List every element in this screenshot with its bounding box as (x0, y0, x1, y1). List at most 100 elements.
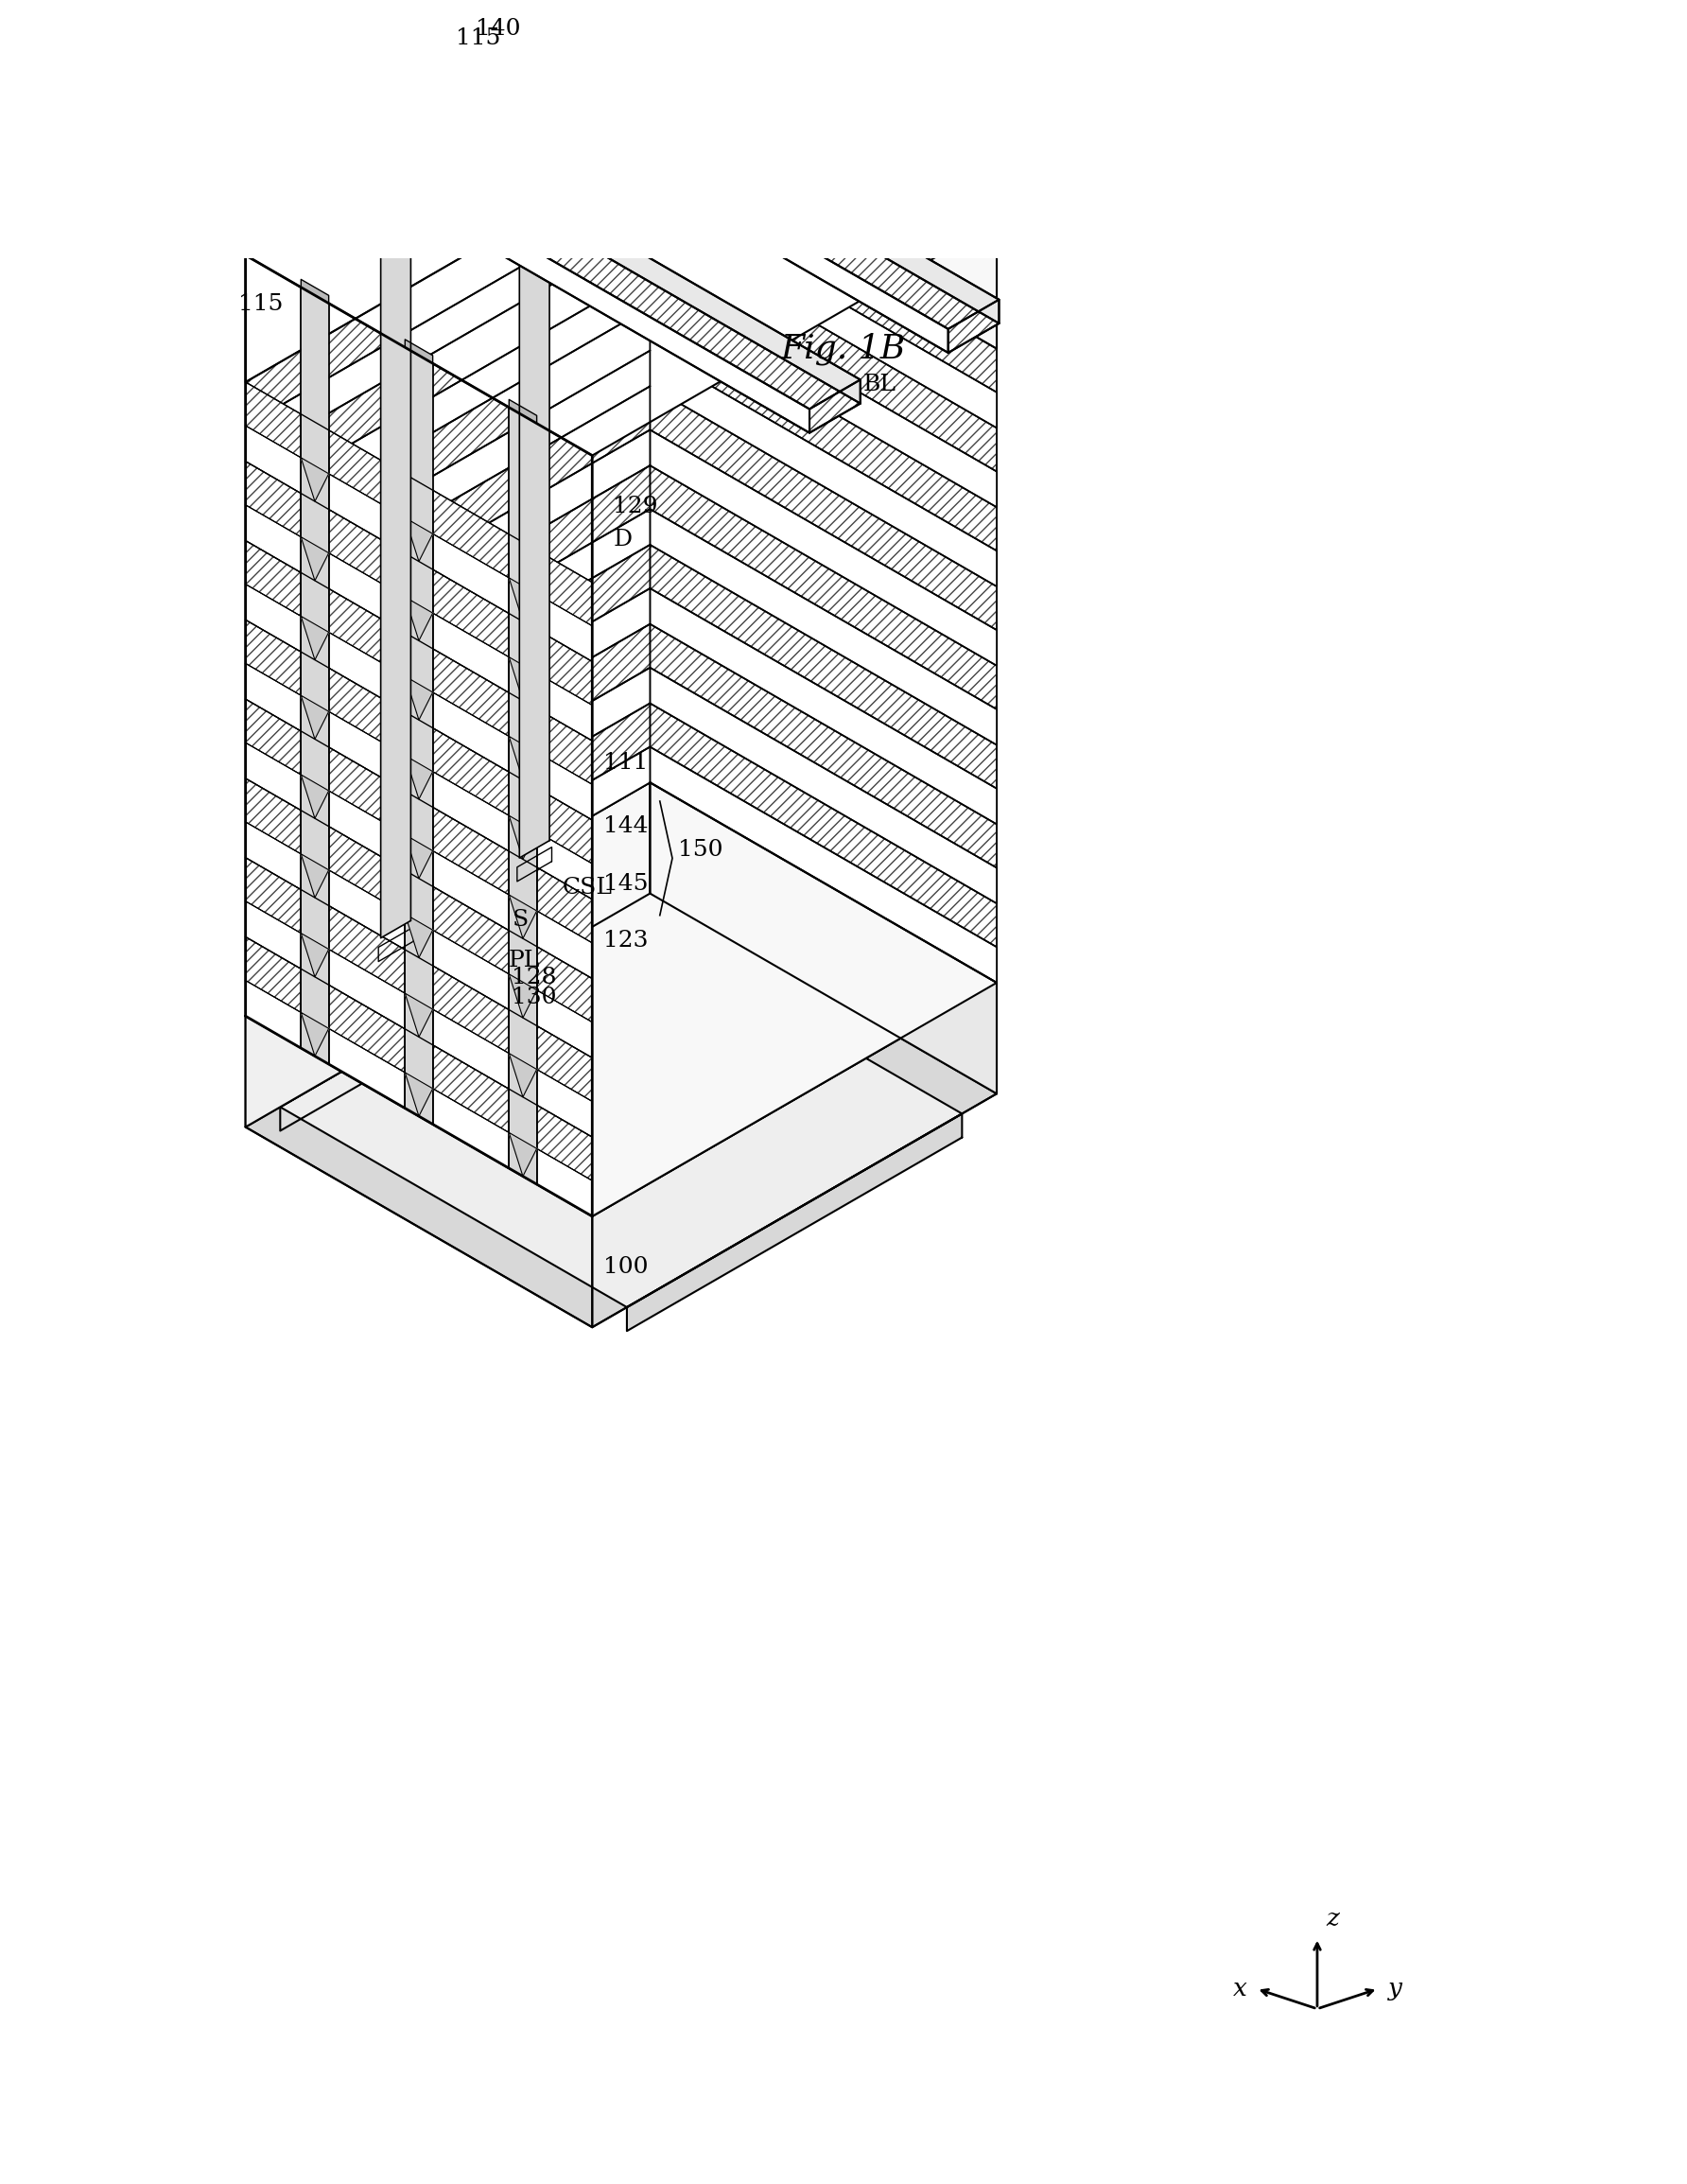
Polygon shape (246, 821, 592, 1057)
Polygon shape (536, 751, 592, 819)
Polygon shape (509, 736, 536, 780)
Polygon shape (329, 985, 405, 1072)
Polygon shape (300, 695, 329, 738)
Polygon shape (246, 664, 592, 900)
Polygon shape (246, 902, 300, 970)
Polygon shape (246, 505, 300, 572)
Polygon shape (329, 1029, 405, 1107)
Polygon shape (509, 408, 536, 1184)
Polygon shape (649, 430, 997, 666)
Polygon shape (649, 782, 997, 1094)
Polygon shape (509, 1133, 536, 1177)
Polygon shape (592, 666, 997, 943)
Polygon shape (649, 387, 997, 629)
Polygon shape (300, 280, 329, 304)
Polygon shape (434, 808, 509, 895)
Polygon shape (246, 664, 300, 732)
Polygon shape (434, 1009, 509, 1090)
Polygon shape (592, 550, 997, 819)
Polygon shape (405, 339, 434, 363)
Text: x: x (1233, 1977, 1247, 2001)
Polygon shape (246, 699, 592, 943)
Ellipse shape (724, 199, 761, 218)
Polygon shape (592, 587, 997, 863)
Polygon shape (592, 867, 997, 1138)
Polygon shape (246, 149, 649, 426)
Polygon shape (434, 930, 509, 1009)
Polygon shape (434, 771, 509, 852)
Polygon shape (329, 72, 860, 404)
Polygon shape (329, 826, 405, 915)
Polygon shape (536, 867, 592, 943)
Polygon shape (246, 271, 649, 542)
Polygon shape (536, 1105, 592, 1182)
Polygon shape (536, 550, 592, 627)
Polygon shape (509, 815, 536, 858)
Polygon shape (592, 710, 997, 978)
Text: z: z (1326, 1907, 1339, 1931)
Polygon shape (592, 629, 997, 900)
Polygon shape (329, 668, 405, 756)
Polygon shape (246, 461, 300, 537)
Polygon shape (246, 382, 592, 627)
Polygon shape (246, 465, 649, 743)
Polygon shape (246, 505, 592, 740)
Polygon shape (434, 887, 509, 974)
Text: BL: BL (864, 373, 896, 395)
Polygon shape (649, 747, 997, 983)
Text: 130: 130 (511, 987, 557, 1009)
Polygon shape (300, 933, 329, 976)
Polygon shape (536, 1070, 592, 1138)
Polygon shape (280, 913, 616, 1131)
Polygon shape (246, 620, 300, 695)
Polygon shape (381, 159, 412, 937)
Polygon shape (649, 509, 997, 745)
Text: 115: 115 (455, 28, 501, 50)
Polygon shape (649, 22, 997, 349)
Polygon shape (536, 989, 592, 1057)
Polygon shape (536, 594, 592, 662)
Polygon shape (246, 22, 997, 456)
Polygon shape (246, 620, 592, 863)
Polygon shape (246, 782, 997, 1216)
Polygon shape (329, 747, 405, 834)
Polygon shape (246, 821, 300, 889)
Polygon shape (536, 673, 592, 740)
Text: Fig. 1B: Fig. 1B (781, 332, 906, 365)
Polygon shape (649, 149, 997, 393)
Polygon shape (592, 788, 997, 1057)
Polygon shape (405, 677, 434, 721)
Polygon shape (246, 858, 300, 933)
Polygon shape (280, 913, 962, 1308)
Polygon shape (536, 911, 592, 978)
Text: S: S (513, 909, 530, 930)
Polygon shape (520, 81, 579, 114)
Text: y: y (1388, 1977, 1402, 2001)
Polygon shape (434, 852, 509, 930)
Polygon shape (649, 227, 997, 472)
Polygon shape (246, 858, 592, 1101)
Polygon shape (509, 579, 536, 622)
Polygon shape (246, 743, 300, 810)
Polygon shape (417, 0, 999, 330)
Polygon shape (246, 382, 300, 459)
Text: 128: 128 (511, 968, 557, 989)
Text: D: D (612, 529, 633, 550)
Polygon shape (246, 352, 649, 620)
Polygon shape (278, 72, 860, 408)
Polygon shape (434, 533, 509, 614)
Ellipse shape (592, 122, 616, 135)
Polygon shape (329, 950, 405, 1029)
Polygon shape (592, 472, 997, 740)
Polygon shape (300, 854, 329, 898)
Polygon shape (810, 380, 860, 432)
Polygon shape (329, 430, 405, 518)
Polygon shape (405, 1072, 434, 1116)
Polygon shape (246, 703, 649, 981)
Polygon shape (417, 17, 999, 354)
Polygon shape (246, 981, 300, 1048)
Polygon shape (378, 928, 413, 961)
Polygon shape (246, 583, 592, 819)
Polygon shape (329, 631, 405, 712)
Polygon shape (520, 81, 550, 858)
